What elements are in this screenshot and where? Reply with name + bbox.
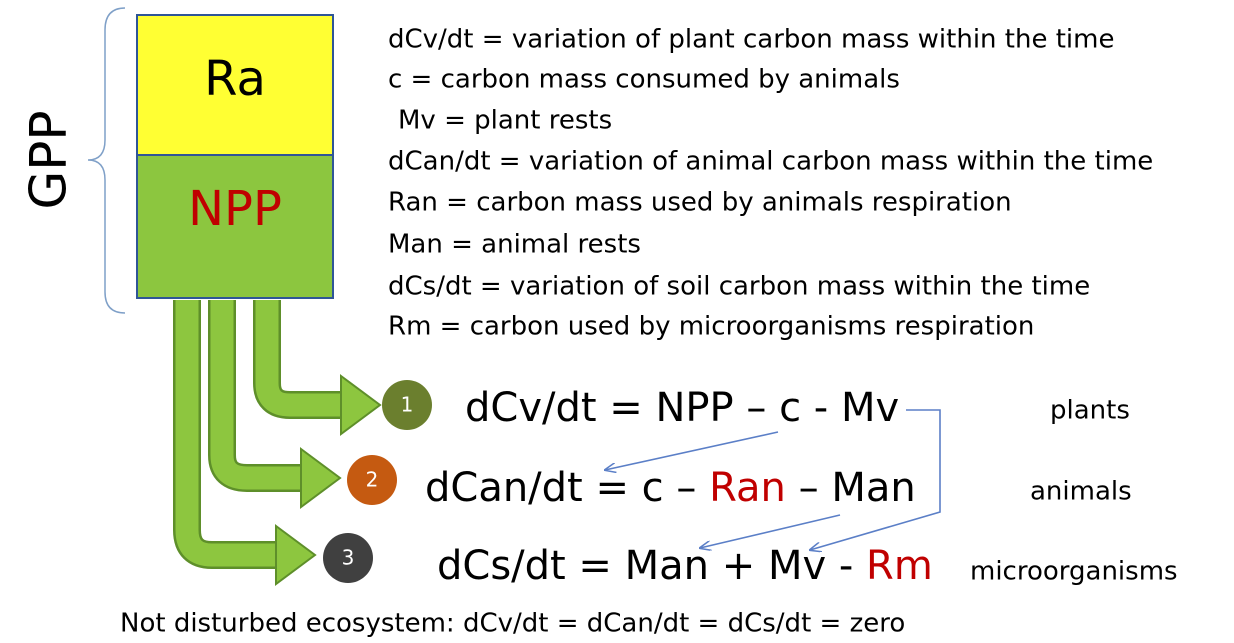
equation: dCv/dt = NPP – c - Mv xyxy=(465,385,899,431)
badge-number: 1 xyxy=(401,393,414,417)
flow-arrows xyxy=(173,300,382,586)
definition: Rm = carbon used by microorganisms respi… xyxy=(388,312,1034,342)
ra-label: Ra xyxy=(204,51,266,107)
equation-part: dCs/dt = Man + Mv - xyxy=(437,543,866,589)
definition: dCv/dt = variation of plant carbon mass … xyxy=(388,25,1114,55)
equation: dCan/dt = c – Ran – Man xyxy=(425,465,916,511)
npp-box xyxy=(136,154,334,299)
badge-number: 2 xyxy=(366,468,379,492)
ra-box xyxy=(136,14,334,156)
compartment-label: animals xyxy=(1030,477,1132,507)
badge xyxy=(382,380,432,430)
definition: Man = animal rests xyxy=(388,230,641,260)
bracket xyxy=(87,7,126,314)
equation-part: dCv/dt = NPP – c - Mv xyxy=(465,385,899,431)
badge xyxy=(323,533,373,583)
equation: dCs/dt = Man + Mv - Rm xyxy=(437,543,933,589)
compartment-label: microorganisms xyxy=(970,557,1178,587)
equation-part: Rm xyxy=(866,543,933,589)
definition: dCs/dt = variation of soil carbon mass w… xyxy=(388,272,1090,302)
definition: c = carbon mass consumed by animals xyxy=(388,65,900,95)
definition: Mv = plant rests xyxy=(398,106,612,136)
equation-part: Ran xyxy=(709,465,786,511)
gpp-label: GPP xyxy=(20,110,78,209)
link-arrows xyxy=(605,409,941,550)
equation-part: dCan/dt = c – xyxy=(425,465,709,511)
definition: dCan/dt = variation of animal carbon mas… xyxy=(388,147,1153,177)
definition: Ran = carbon mass used by animals respir… xyxy=(388,188,1012,218)
badge xyxy=(347,455,397,505)
definitions: dCv/dt = variation of plant carbon mass … xyxy=(388,25,1153,342)
compartment-label: plants xyxy=(1050,396,1130,426)
equation-part: – Man xyxy=(786,465,916,511)
badge-number: 3 xyxy=(342,546,355,570)
npp-label: NPP xyxy=(188,181,282,237)
footer: Not disturbed ecosystem: dCv/dt = dCan/d… xyxy=(120,609,905,639)
